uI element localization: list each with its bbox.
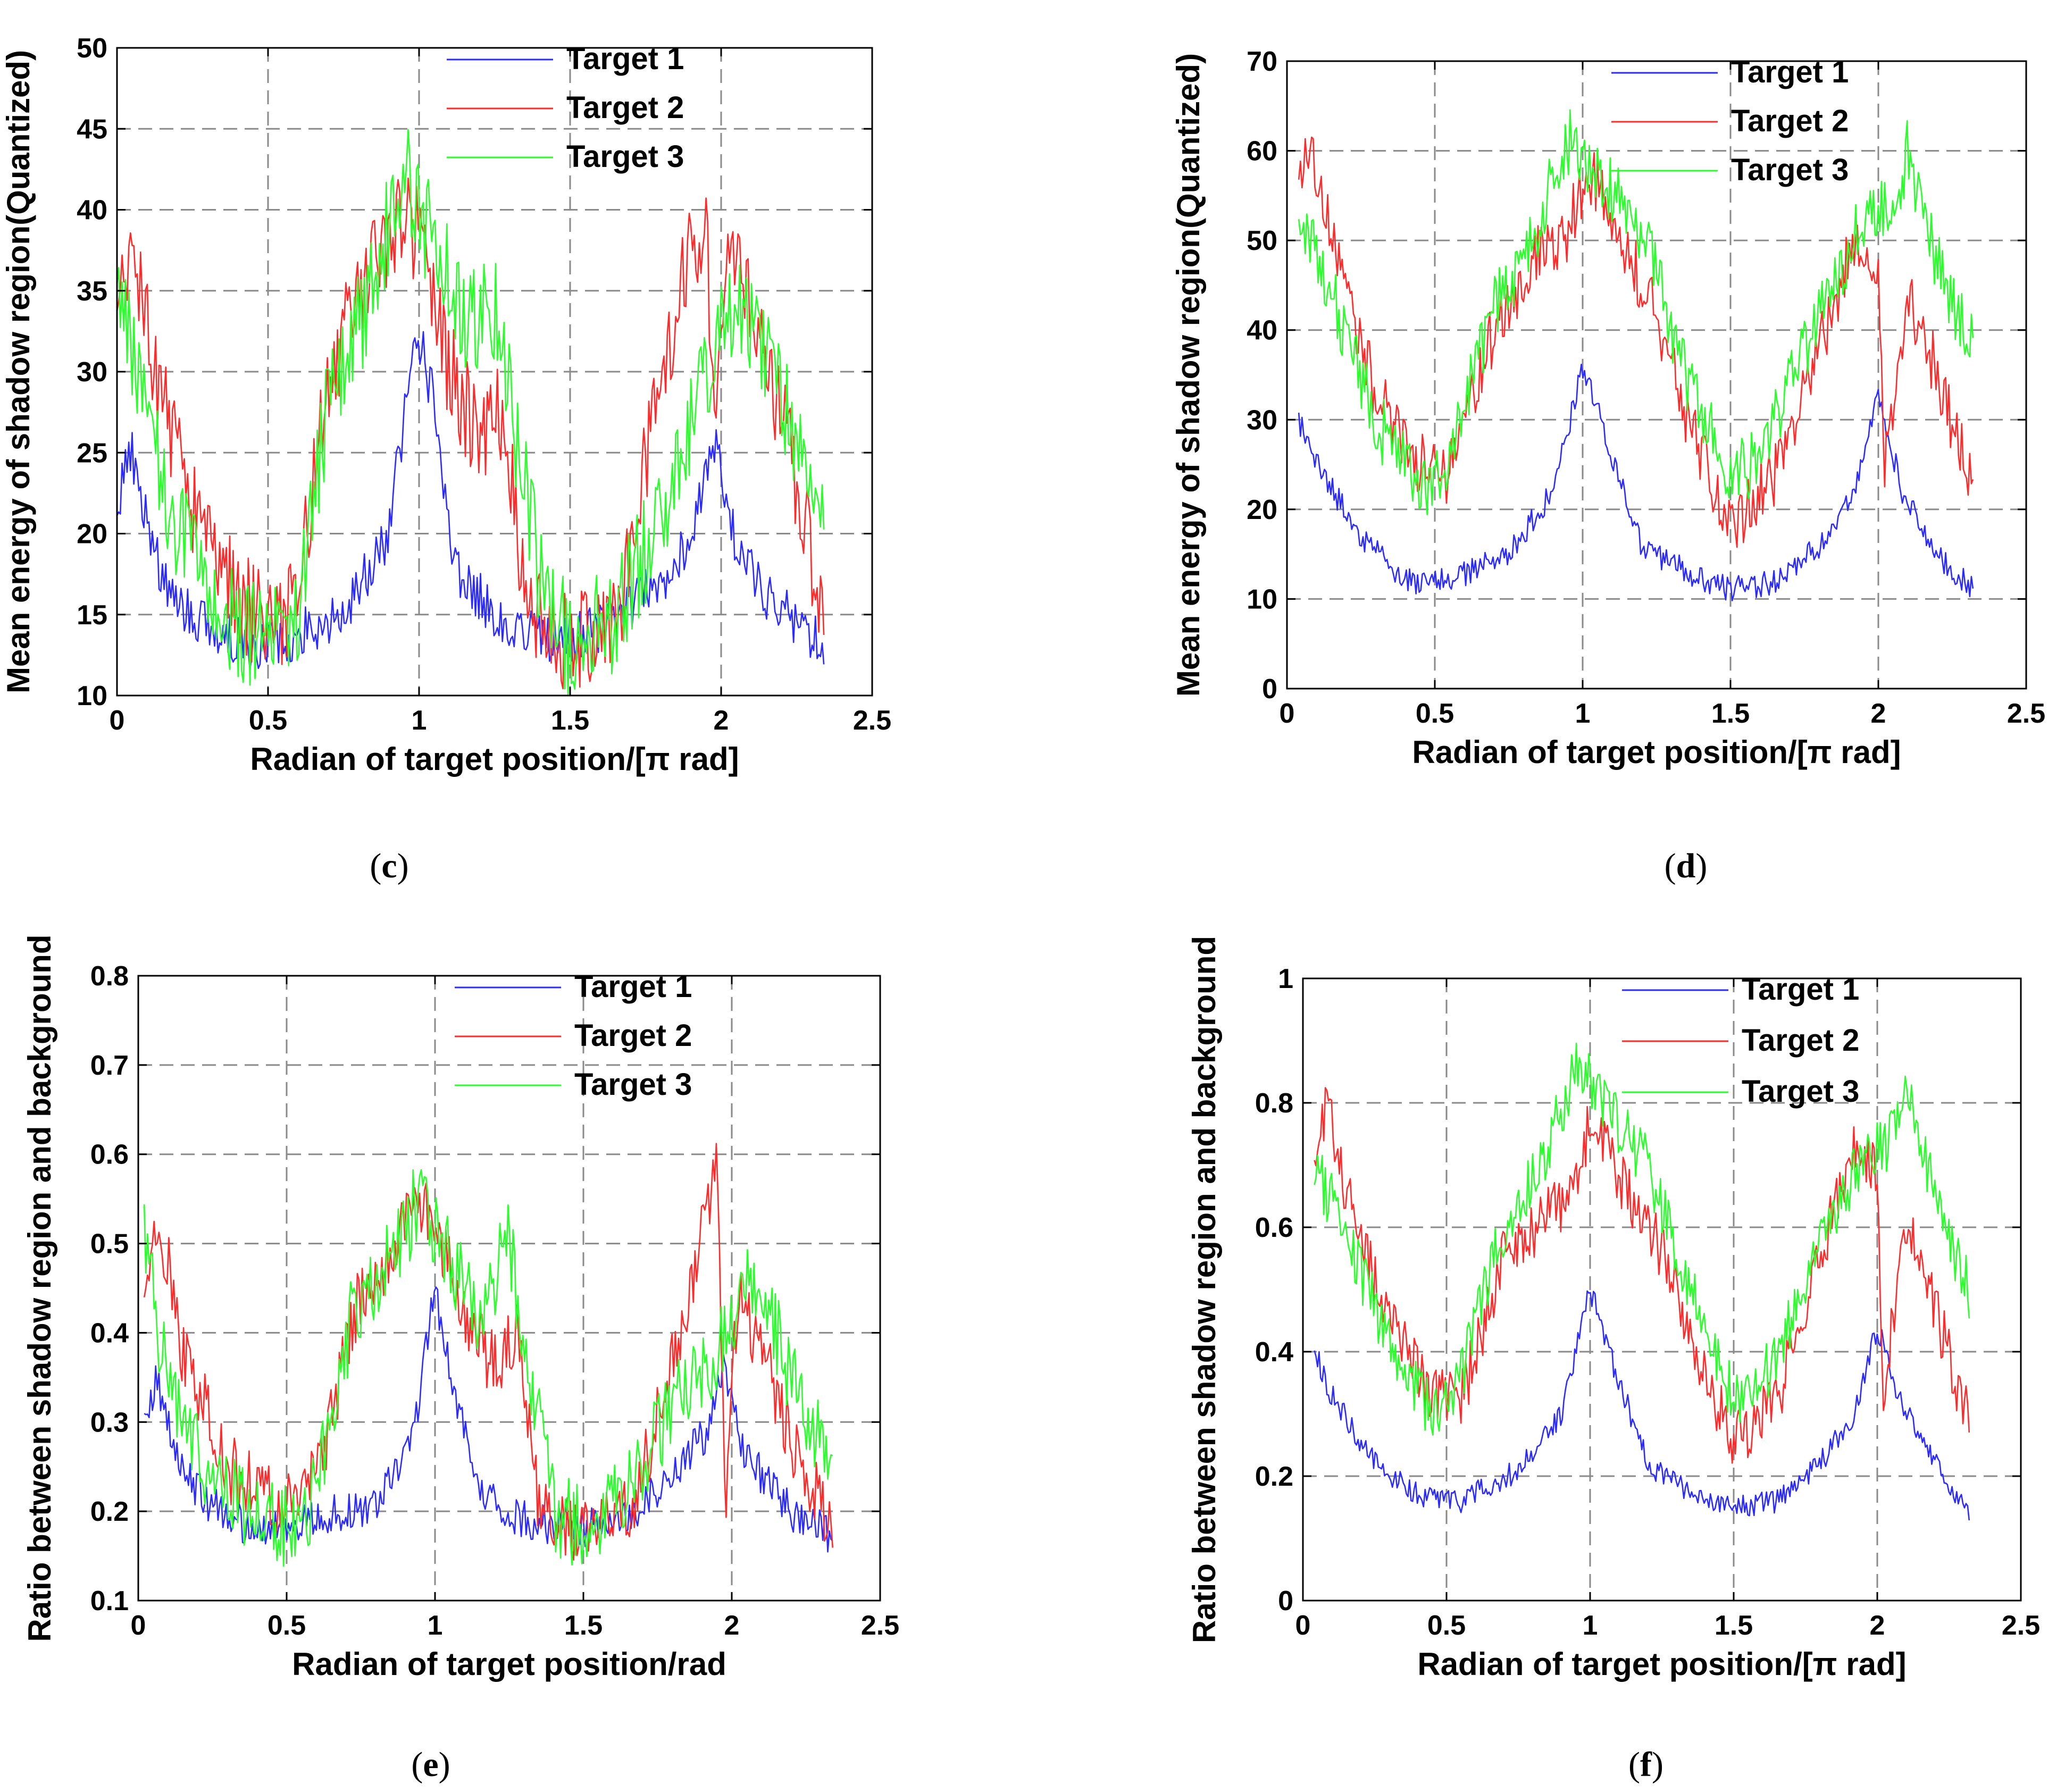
x-tick-label: 1: [412, 705, 427, 736]
y-tick-label: 0.6: [1255, 1212, 1293, 1243]
x-tick-label: 1.5: [1711, 698, 1750, 729]
plot-frame: [137, 975, 881, 1602]
y-tick-label: 30: [77, 357, 107, 388]
x-axis-label: Radian of target position/[π rad]: [1417, 1646, 1906, 1682]
y-tick-label: 0.8: [90, 961, 129, 992]
x-tick-label: 0.5: [1416, 698, 1454, 729]
legend-label: Target 3: [1742, 1074, 1859, 1109]
x-tick-label: 1: [428, 1610, 443, 1641]
y-tick-label: 10: [1247, 584, 1277, 615]
y-tick-label: 0: [1262, 674, 1277, 705]
x-tick-label: 2.5: [2002, 1610, 2040, 1641]
y-tick-label: 40: [1247, 315, 1277, 346]
legend-label: Target 2: [574, 1018, 692, 1053]
panel-caption: (c): [370, 847, 408, 885]
x-tick-label: 0: [1280, 698, 1295, 729]
panel-caption: (f): [1628, 1745, 1663, 1784]
legend-label: Target 1: [1731, 55, 1849, 89]
y-tick-label: 45: [77, 114, 107, 145]
y-axis-label: Mean energy of shadow region(Quantized): [1, 50, 36, 693]
y-tick-label: 60: [1247, 136, 1277, 167]
x-tick-label: 0.5: [267, 1610, 306, 1641]
x-tick-label: 1.5: [564, 1610, 603, 1641]
y-tick-label: 0: [1278, 1586, 1293, 1617]
x-tick-label: 0.5: [249, 705, 287, 736]
chart-panel-f: 0 0.5 1 1.5 2 2.5 0 0.2 0.4 0.6 0.8 1 Radian of targ…: [1186, 936, 2040, 1784]
series-line-target-3: [1298, 109, 1974, 515]
panel-caption: (e): [411, 1745, 450, 1784]
legend-label: Target 2: [566, 90, 684, 125]
x-tick-label: 2.5: [2007, 698, 2045, 729]
x-tick-label: 1.5: [1715, 1610, 1753, 1641]
y-axis-label: Ratio between shadow region and backgrou…: [22, 934, 57, 1642]
x-tick-label: 0: [1295, 1610, 1311, 1641]
y-tick-label: 50: [1247, 225, 1277, 256]
y-tick-label: 0.5: [90, 1229, 129, 1260]
x-tick-label: 0: [131, 1610, 146, 1641]
legend-label: Target 3: [574, 1067, 692, 1102]
x-tick-label: 1: [1575, 698, 1591, 729]
y-tick-label: 35: [77, 276, 107, 307]
series-line-target-2: [116, 177, 825, 690]
legend-label: Target 1: [566, 41, 684, 76]
series-line-target-1: [116, 331, 825, 672]
y-axis-label: Ratio between shadow region and backgrou…: [1186, 936, 1222, 1643]
x-tick-label: 2: [1871, 698, 1886, 729]
x-axis-label: Radian of target position/[π rad]: [1412, 734, 1901, 770]
legend-label: Target 1: [1742, 972, 1859, 1007]
y-tick-label: 70: [1247, 46, 1277, 77]
y-tick-label: 30: [1247, 405, 1277, 436]
series-line-target-1: [1314, 1290, 1970, 1521]
y-axis-label: Mean energy of shadow region(Quantized): [1171, 53, 1206, 697]
x-tick-label: 1: [1583, 1610, 1598, 1641]
y-tick-label: 0.4: [1255, 1337, 1293, 1368]
y-tick-label: 15: [77, 600, 107, 631]
series-line-target-2: [143, 1143, 833, 1561]
legend-label: Target 3: [566, 139, 684, 174]
y-tick-label: 1: [1278, 964, 1293, 994]
y-tick-label: 20: [77, 519, 107, 550]
y-tick-label: 10: [77, 681, 107, 711]
x-tick-label: 1.5: [551, 705, 589, 736]
x-tick-label: 2: [714, 705, 729, 736]
plot-frame: [1302, 977, 2022, 1602]
y-tick-label: 50: [77, 33, 107, 64]
y-tick-label: 0.8: [1255, 1088, 1293, 1119]
y-tick-label: 0.4: [90, 1318, 129, 1349]
x-axis-label: Radian of target position/[π rad]: [250, 741, 739, 777]
x-tick-label: 0.5: [1427, 1610, 1466, 1641]
legend-label: Target 3: [1731, 153, 1849, 187]
y-tick-label: 0.2: [1255, 1461, 1293, 1492]
y-tick-label: 0.7: [90, 1050, 129, 1081]
x-axis-label: Radian of target position/rad: [292, 1646, 726, 1682]
y-tick-label: 20: [1247, 495, 1277, 525]
y-tick-label: 0.3: [90, 1407, 129, 1438]
legend-label: Target 1: [574, 969, 692, 1004]
x-tick-label: 0: [110, 705, 125, 736]
y-tick-label: 0.6: [90, 1140, 129, 1170]
series-line-target-2: [1298, 136, 1974, 548]
series-line-target-3: [116, 129, 825, 696]
chart-panel-e: 0 0.5 1 1.5 2 2.5 0.1 0.2 0.3 0.4 0.5 0.6 0.7 0.8 Radi…: [22, 934, 899, 1784]
y-tick-label: 40: [77, 195, 107, 226]
x-tick-label: 2: [1870, 1610, 1885, 1641]
series-line-target-1: [1298, 364, 1974, 601]
plot-frame: [1286, 60, 2027, 690]
chart-panel-d: 0 0.5 1 1.5 2 2.5 0 10 20 30 40 50 60 70 Radian of tar…: [1171, 46, 2045, 885]
x-tick-label: 2.5: [861, 1610, 899, 1641]
x-tick-label: 2: [724, 1610, 740, 1641]
chart-panel-c: 0 0.5 1 1.5 2 2.5 10 15 20 25 30 35 40 45 50 Radian of …: [1, 33, 891, 885]
legend-label: Target 2: [1742, 1023, 1859, 1058]
y-tick-label: 0.2: [90, 1496, 129, 1527]
panel-caption: (d): [1665, 847, 1708, 885]
y-tick-label: 25: [77, 438, 107, 468]
series-line-target-3: [1314, 1042, 1970, 1436]
legend-label: Target 2: [1731, 104, 1849, 138]
series-line-target-3: [143, 1169, 833, 1567]
y-tick-label: 0.1: [90, 1586, 129, 1617]
x-tick-label: 2.5: [853, 705, 891, 736]
